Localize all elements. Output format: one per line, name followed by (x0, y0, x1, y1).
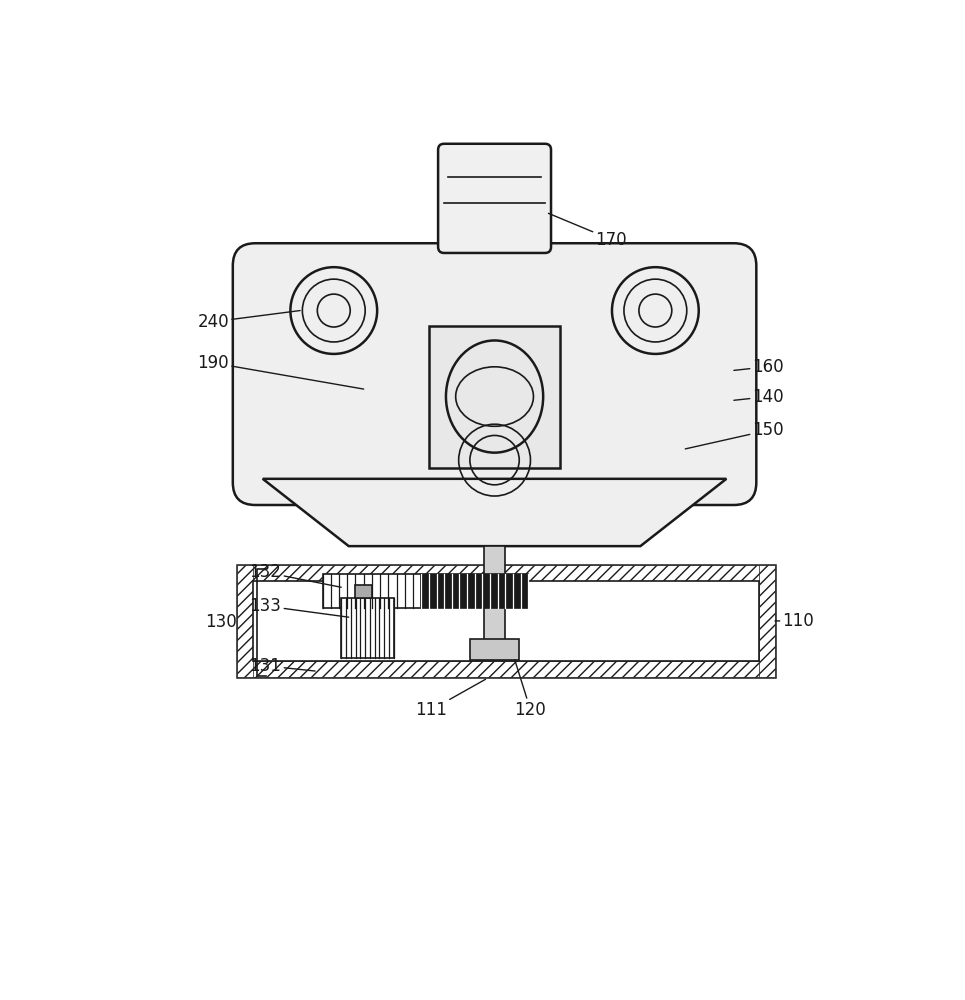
Bar (429, 326, 560, 468)
Text: 133: 133 (250, 597, 348, 617)
Text: 130: 130 (205, 613, 236, 631)
Bar (253, 581, 758, 661)
Text: 170: 170 (548, 213, 627, 249)
FancyBboxPatch shape (438, 144, 551, 253)
Text: 110: 110 (775, 612, 814, 630)
Bar (470, 639, 519, 660)
Bar (236, 565, 253, 677)
Bar (342, 598, 394, 658)
Text: 240: 240 (198, 311, 300, 331)
Text: 150: 150 (685, 421, 785, 449)
FancyBboxPatch shape (233, 243, 757, 505)
Text: 120: 120 (514, 660, 546, 719)
Bar (236, 565, 775, 677)
Bar (422, 574, 528, 608)
Bar (322, 574, 422, 608)
Bar (236, 661, 775, 677)
Text: 111: 111 (415, 679, 485, 719)
Bar (484, 546, 505, 658)
Bar (236, 565, 775, 581)
Text: 160: 160 (733, 358, 785, 376)
Bar (758, 565, 775, 677)
Text: 132: 132 (250, 563, 342, 587)
Text: 140: 140 (733, 388, 785, 406)
Polygon shape (262, 479, 727, 546)
Bar (355, 585, 372, 598)
Text: 131: 131 (250, 657, 315, 675)
Text: 190: 190 (198, 354, 364, 389)
